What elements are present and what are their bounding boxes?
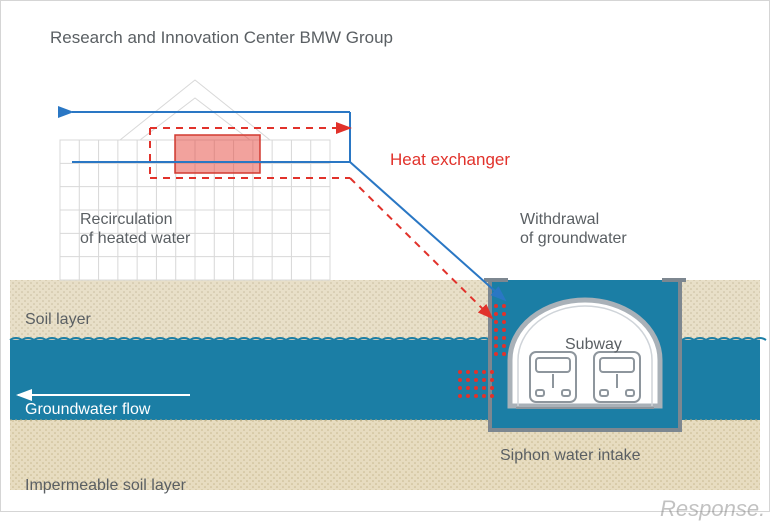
title-label: Research and Innovation Center BMW Group <box>50 28 393 48</box>
recirculation-label: Recirculation of heated water <box>80 210 190 248</box>
withdrawal-label: Withdrawal of groundwater <box>520 210 627 248</box>
heat-exchanger-label: Heat exchanger <box>390 150 510 170</box>
diagram-svg <box>0 0 770 512</box>
diagram-canvas: Research and Innovation Center BMW Group… <box>0 0 770 512</box>
soil-layer-label: Soil layer <box>25 310 91 329</box>
subway-label: Subway <box>565 335 622 354</box>
impermeable-label: Impermeable soil layer <box>25 476 186 495</box>
siphon-label: Siphon water intake <box>500 446 641 465</box>
groundwater-flow-label: Groundwater flow <box>25 400 150 419</box>
watermark: Response. <box>660 496 765 522</box>
